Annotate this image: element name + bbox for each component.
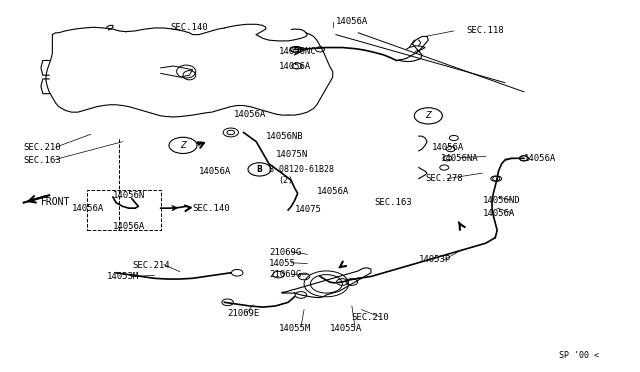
Text: Z: Z [426,111,431,121]
Text: 14056A: 14056A [234,109,266,119]
Text: SEC.163: SEC.163 [24,155,61,165]
Text: SEC.163: SEC.163 [374,198,412,207]
Text: 14056A: 14056A [431,143,464,152]
Text: 21069G: 21069G [269,270,301,279]
Bar [88,190,161,230]
Text: 14075N: 14075N [275,150,308,159]
Text: (2): (2) [278,176,294,185]
Text: 14056A: 14056A [317,187,349,196]
Text: FRONT: FRONT [41,197,70,207]
Text: 21069G: 21069G [269,248,301,257]
Text: SEC.210: SEC.210 [352,312,390,321]
Text: 14056A: 14056A [483,209,515,218]
Text: SEC.278: SEC.278 [425,174,463,183]
Text: SEC.214: SEC.214 [132,261,170,270]
Text: SEC.140: SEC.140 [170,23,208,32]
Text: 14053M: 14053M [106,272,139,281]
Text: 14056A: 14056A [524,154,556,163]
Text: 14053P: 14053P [419,255,451,264]
Text: 14056A: 14056A [72,203,104,213]
Text: 14056A: 14056A [113,222,145,231]
Text: SEC.118: SEC.118 [467,26,504,35]
Text: SEC.210: SEC.210 [24,143,61,152]
Text: 21069E: 21069E [228,309,260,318]
Text: 14056ND: 14056ND [483,196,520,205]
Text: 14056NC: 14056NC [278,47,316,56]
Text: 14056A: 14056A [199,167,231,176]
Text: 14056NB: 14056NB [266,132,303,141]
Text: 14056A: 14056A [336,17,368,26]
Text: 14055A: 14055A [330,324,362,333]
Text: B: B [257,165,262,174]
Text: 14056NA: 14056NA [441,154,479,163]
Text: SEC.140: SEC.140 [193,203,230,213]
Text: 14055: 14055 [269,259,296,268]
Text: 14055M: 14055M [278,324,311,333]
Text: 14075: 14075 [294,205,321,215]
Text: 14056A: 14056A [278,61,311,71]
Text: Z: Z [180,141,186,150]
Text: SP '00 <: SP '00 < [559,351,599,360]
Text: 14056N: 14056N [113,191,145,200]
Text: B 08120-61B28: B 08120-61B28 [269,165,334,174]
